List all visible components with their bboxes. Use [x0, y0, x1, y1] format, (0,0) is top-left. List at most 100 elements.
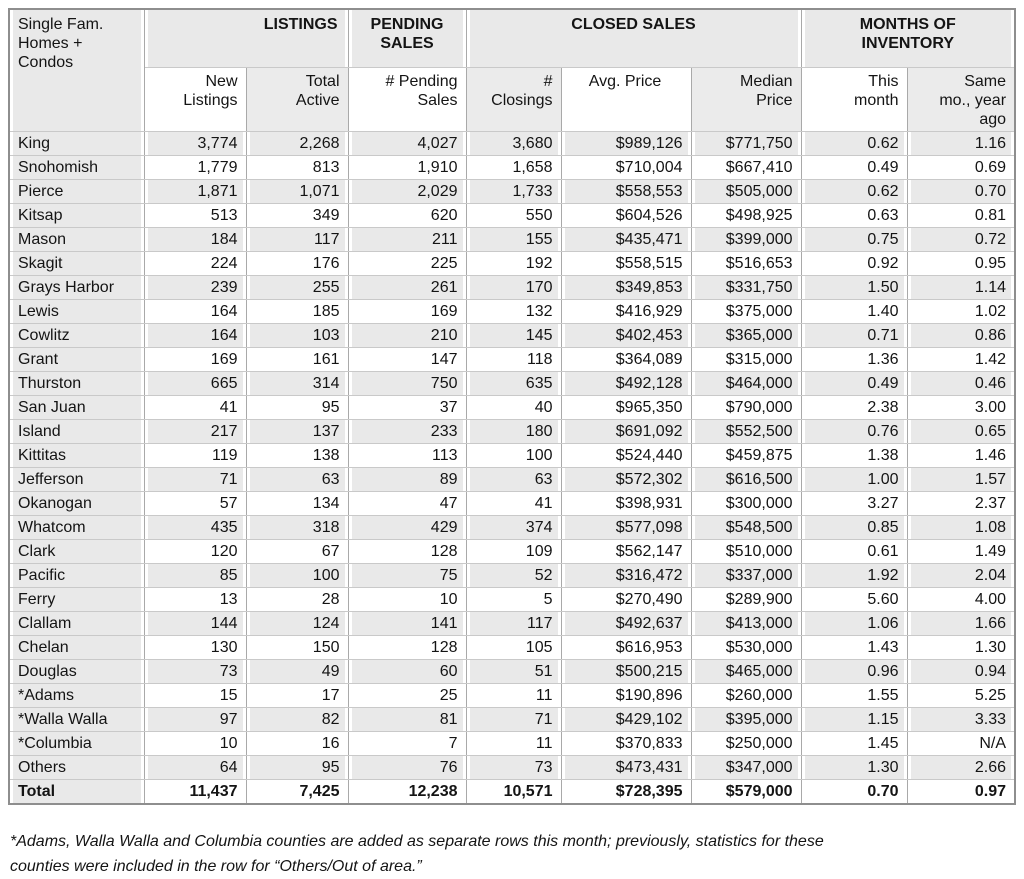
col-header-closings: # Closings	[465, 67, 562, 132]
value-cell: $315,000	[690, 347, 802, 372]
value-cell: 1,071	[245, 179, 349, 204]
value-cell: $572,302	[560, 467, 692, 492]
value-cell: 137	[245, 419, 349, 444]
value-cell: 1.66	[906, 611, 1016, 636]
value-cell: $604,526	[560, 203, 692, 228]
value-cell: $710,004	[560, 155, 692, 180]
value-cell: 1.50	[800, 275, 908, 300]
value-cell: $190,896	[560, 683, 692, 708]
value-cell: 1.92	[800, 563, 908, 588]
value-cell: 41	[143, 395, 247, 420]
value-cell: $524,440	[560, 443, 692, 468]
value-cell: 71	[465, 707, 562, 732]
value-cell: $337,000	[690, 563, 802, 588]
value-cell: $771,750	[690, 131, 802, 156]
value-cell: 64	[143, 755, 247, 780]
county-cell: Clark	[8, 539, 145, 564]
value-cell: $579,000	[690, 779, 802, 805]
value-cell: 1.55	[800, 683, 908, 708]
value-cell: 63	[245, 467, 349, 492]
col-header-median-price: Median Price	[690, 67, 802, 132]
value-cell: $492,637	[560, 611, 692, 636]
value-cell: 109	[465, 539, 562, 564]
value-cell: 0.70	[800, 779, 908, 805]
value-cell: 1.36	[800, 347, 908, 372]
county-cell: Grays Harbor	[8, 275, 145, 300]
total-row: Total 11,437 7,425 12,238 10,571 $728,395 $579…	[8, 779, 1016, 805]
value-cell: 210	[347, 323, 467, 348]
value-cell: $498,925	[690, 203, 802, 228]
value-cell: 4.00	[906, 587, 1016, 612]
value-cell: 513	[143, 203, 247, 228]
table-row: *Walla Walla 97 82 81 71 $429,102 $395,000 1.15…	[8, 707, 1016, 732]
value-cell: 120	[143, 539, 247, 564]
col-header-avg-price: Avg. Price	[560, 67, 692, 132]
value-cell: $728,395	[560, 779, 692, 805]
value-cell: 261	[347, 275, 467, 300]
table-row: Pacific 85 100 75 52 $316,472 $337,000 1.92 2.04	[8, 563, 1016, 588]
value-cell: $492,128	[560, 371, 692, 396]
county-cell: San Juan	[8, 395, 145, 420]
value-cell: N/A	[906, 731, 1016, 756]
value-cell: 1.46	[906, 443, 1016, 468]
value-cell: $375,000	[690, 299, 802, 324]
county-cell: Island	[8, 419, 145, 444]
table-row: San Juan 41 95 37 40 $965,350 $790,000 2.38 3.00	[8, 395, 1016, 420]
value-cell: 10,571	[465, 779, 562, 805]
table-row: *Columbia 10 16 7 11 $370,833 $250,000 1.45 N/A	[8, 731, 1016, 756]
county-cell: *Walla Walla	[8, 707, 145, 732]
value-cell: 0.49	[800, 371, 908, 396]
value-cell: 113	[347, 443, 467, 468]
value-cell: 52	[465, 563, 562, 588]
value-cell: 0.70	[906, 179, 1016, 204]
value-cell: 41	[465, 491, 562, 516]
value-cell: 224	[143, 251, 247, 276]
value-cell: 1.16	[906, 131, 1016, 156]
value-cell: 1,658	[465, 155, 562, 180]
value-cell: 3,774	[143, 131, 247, 156]
col-header-pending-sales: # Pending Sales	[347, 67, 467, 132]
value-cell: $505,000	[690, 179, 802, 204]
value-cell: $260,000	[690, 683, 802, 708]
value-cell: 49	[245, 659, 349, 684]
value-cell: 1.00	[800, 467, 908, 492]
value-cell: 95	[245, 755, 349, 780]
value-cell: 225	[347, 251, 467, 276]
col-header-total-active: Total Active	[245, 67, 349, 132]
value-cell: 155	[465, 227, 562, 252]
county-cell: Ferry	[8, 587, 145, 612]
value-cell: 1.30	[800, 755, 908, 780]
value-cell: 169	[347, 299, 467, 324]
county-cell: Others	[8, 755, 145, 780]
value-cell: 239	[143, 275, 247, 300]
value-cell: $402,453	[560, 323, 692, 348]
col-header-same-month-year-ago: Same mo., year ago	[906, 67, 1016, 132]
table-row: Mason 184 117 211 155 $435,471 $399,000 0.75 0.7…	[8, 227, 1016, 252]
value-cell: 164	[143, 323, 247, 348]
value-cell: 1,910	[347, 155, 467, 180]
value-cell: 47	[347, 491, 467, 516]
value-cell: 134	[245, 491, 349, 516]
table-body: King 3,774 2,268 4,027 3,680 $989,126 $771,750…	[8, 131, 1016, 805]
value-cell: 71	[143, 467, 247, 492]
group-header-months-of-inventory: MONTHS OF INVENTORY	[800, 8, 1016, 68]
value-cell: 0.69	[906, 155, 1016, 180]
value-cell: 132	[465, 299, 562, 324]
table-row: Island 217 137 233 180 $691,092 $552,500 0.76 0.…	[8, 419, 1016, 444]
value-cell: $667,410	[690, 155, 802, 180]
table-row: Cowlitz 164 103 210 145 $402,453 $365,000 0.71 0…	[8, 323, 1016, 348]
value-cell: $250,000	[690, 731, 802, 756]
value-cell: 550	[465, 203, 562, 228]
value-cell: 25	[347, 683, 467, 708]
value-cell: $399,000	[690, 227, 802, 252]
value-cell: $530,000	[690, 635, 802, 660]
county-cell: Lewis	[8, 299, 145, 324]
value-cell: 813	[245, 155, 349, 180]
sub-header-row: New Listings Total Active # Pending Sale…	[9, 67, 1016, 132]
value-cell: $562,147	[560, 539, 692, 564]
value-cell: $465,000	[690, 659, 802, 684]
value-cell: $270,490	[560, 587, 692, 612]
county-cell: Kitsap	[8, 203, 145, 228]
value-cell: 11	[465, 683, 562, 708]
value-cell: 2.38	[800, 395, 908, 420]
